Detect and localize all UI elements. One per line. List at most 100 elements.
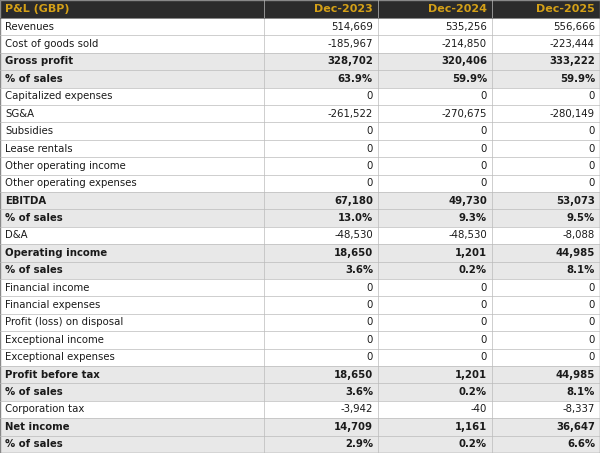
Text: Revenues: Revenues <box>5 22 54 32</box>
Text: 0: 0 <box>481 92 487 101</box>
Bar <box>0 436 264 453</box>
Bar <box>378 401 492 418</box>
Text: Other operating income: Other operating income <box>5 161 126 171</box>
Text: 0: 0 <box>367 283 373 293</box>
Text: 0: 0 <box>481 144 487 154</box>
Bar <box>264 401 378 418</box>
Text: 328,702: 328,702 <box>327 57 373 67</box>
Bar <box>492 140 600 157</box>
Text: 63.9%: 63.9% <box>338 74 373 84</box>
Text: Gross profit: Gross profit <box>5 57 73 67</box>
Text: 0: 0 <box>367 352 373 362</box>
Bar <box>378 18 492 35</box>
Bar <box>492 192 600 209</box>
Text: -280,149: -280,149 <box>550 109 595 119</box>
Bar <box>492 349 600 366</box>
Bar <box>264 105 378 122</box>
Bar <box>492 401 600 418</box>
Text: 1,161: 1,161 <box>455 422 487 432</box>
Text: 0: 0 <box>367 161 373 171</box>
Text: 0: 0 <box>367 300 373 310</box>
Text: 3.6%: 3.6% <box>345 387 373 397</box>
Bar <box>492 227 600 244</box>
Bar <box>378 227 492 244</box>
Text: 0: 0 <box>367 335 373 345</box>
Text: 333,222: 333,222 <box>549 57 595 67</box>
Bar <box>264 157 378 174</box>
Bar <box>492 436 600 453</box>
Text: % of sales: % of sales <box>5 213 63 223</box>
Text: Financial income: Financial income <box>5 283 89 293</box>
Text: 1,201: 1,201 <box>455 370 487 380</box>
Bar <box>492 244 600 261</box>
Text: Lease rentals: Lease rentals <box>5 144 73 154</box>
Text: 0: 0 <box>481 161 487 171</box>
Text: 13.0%: 13.0% <box>338 213 373 223</box>
Bar <box>0 331 264 349</box>
Text: 59.9%: 59.9% <box>452 74 487 84</box>
Text: 0: 0 <box>367 318 373 328</box>
Bar <box>264 35 378 53</box>
Text: Dec-2025: Dec-2025 <box>536 4 595 14</box>
Text: 0.2%: 0.2% <box>459 439 487 449</box>
Bar <box>492 418 600 436</box>
Text: 2.9%: 2.9% <box>345 439 373 449</box>
Text: 67,180: 67,180 <box>334 196 373 206</box>
Bar <box>378 366 492 383</box>
Bar <box>264 366 378 383</box>
Text: Other operating expenses: Other operating expenses <box>5 178 137 188</box>
Bar <box>378 261 492 279</box>
Bar <box>378 122 492 140</box>
Text: % of sales: % of sales <box>5 74 63 84</box>
Text: Exceptional income: Exceptional income <box>5 335 104 345</box>
Text: 0: 0 <box>481 318 487 328</box>
Bar <box>378 140 492 157</box>
Text: 0: 0 <box>589 178 595 188</box>
Text: 53,073: 53,073 <box>556 196 595 206</box>
Bar <box>264 70 378 87</box>
Bar <box>0 122 264 140</box>
Text: 0: 0 <box>589 126 595 136</box>
Text: 0: 0 <box>589 161 595 171</box>
Bar <box>378 192 492 209</box>
Text: -8,337: -8,337 <box>563 405 595 414</box>
Bar <box>492 53 600 70</box>
Text: 0: 0 <box>589 335 595 345</box>
Bar <box>264 122 378 140</box>
Bar <box>264 261 378 279</box>
Text: 44,985: 44,985 <box>556 370 595 380</box>
Bar <box>264 0 378 18</box>
Bar <box>492 87 600 105</box>
Text: -48,530: -48,530 <box>334 231 373 241</box>
Bar <box>0 70 264 87</box>
Text: Financial expenses: Financial expenses <box>5 300 100 310</box>
Bar <box>492 383 600 401</box>
Bar <box>0 401 264 418</box>
Bar <box>0 174 264 192</box>
Text: Net income: Net income <box>5 422 70 432</box>
Bar <box>264 244 378 261</box>
Text: 0: 0 <box>589 92 595 101</box>
Bar <box>492 105 600 122</box>
Bar <box>0 192 264 209</box>
Bar <box>378 35 492 53</box>
Text: 0: 0 <box>481 283 487 293</box>
Bar <box>378 174 492 192</box>
Bar <box>492 331 600 349</box>
Text: 0: 0 <box>367 92 373 101</box>
Bar <box>378 383 492 401</box>
Bar <box>0 244 264 261</box>
Bar <box>492 35 600 53</box>
Text: 14,709: 14,709 <box>334 422 373 432</box>
Text: Operating income: Operating income <box>5 248 107 258</box>
Text: 0: 0 <box>589 300 595 310</box>
Text: % of sales: % of sales <box>5 387 63 397</box>
Bar <box>0 366 264 383</box>
Bar <box>378 105 492 122</box>
Bar <box>264 53 378 70</box>
Bar <box>492 209 600 227</box>
Bar <box>0 105 264 122</box>
Text: 18,650: 18,650 <box>334 248 373 258</box>
Bar <box>264 209 378 227</box>
Bar <box>0 418 264 436</box>
